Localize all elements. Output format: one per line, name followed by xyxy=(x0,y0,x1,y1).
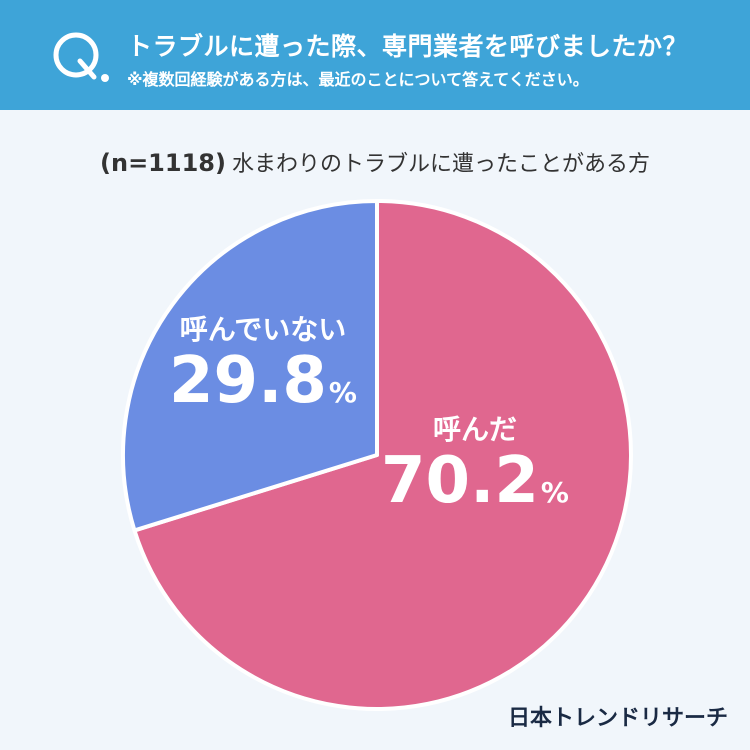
slice-name-not-called: 呼んでいない xyxy=(179,313,347,346)
question-note: ※複数回経験がある方は、最近のことについて答えてください。 xyxy=(127,70,589,89)
question-header: トラブルに遭った際、専門業者を呼びましたか？ ※複数回経験がある方は、最近のこと… xyxy=(0,0,750,110)
slice-name-called: 呼んだ xyxy=(432,413,517,446)
pie-slice-0 xyxy=(132,199,633,711)
brand-logo: 日本トレンドリサーチ xyxy=(507,706,728,731)
slice-unit-called: % xyxy=(540,476,569,509)
respondent-description: 水まわりのトラブルに遭ったことがある方 xyxy=(231,152,650,177)
q-icon xyxy=(53,32,109,82)
slice-number-called: 70.2 xyxy=(381,444,539,518)
pie-slice-1 xyxy=(121,199,379,533)
slice-value-not-called: 29.8% xyxy=(158,347,368,415)
question-title: トラブルに遭った際、専門業者を呼びましたか？ xyxy=(127,32,689,61)
sample-size: (n=1118) xyxy=(100,149,226,177)
slice-number-not-called: 29.8 xyxy=(169,344,327,418)
slice-label-not-called: 呼んでいない 29.8% xyxy=(158,308,368,415)
chart-subtitle: (n=1118) 水まわりのトラブルに遭ったことがある方 xyxy=(0,146,750,178)
slice-unit-not-called: % xyxy=(328,376,357,409)
slice-label-called: 呼んだ 70.2% xyxy=(375,408,575,515)
slice-value-called: 70.2% xyxy=(375,447,575,515)
